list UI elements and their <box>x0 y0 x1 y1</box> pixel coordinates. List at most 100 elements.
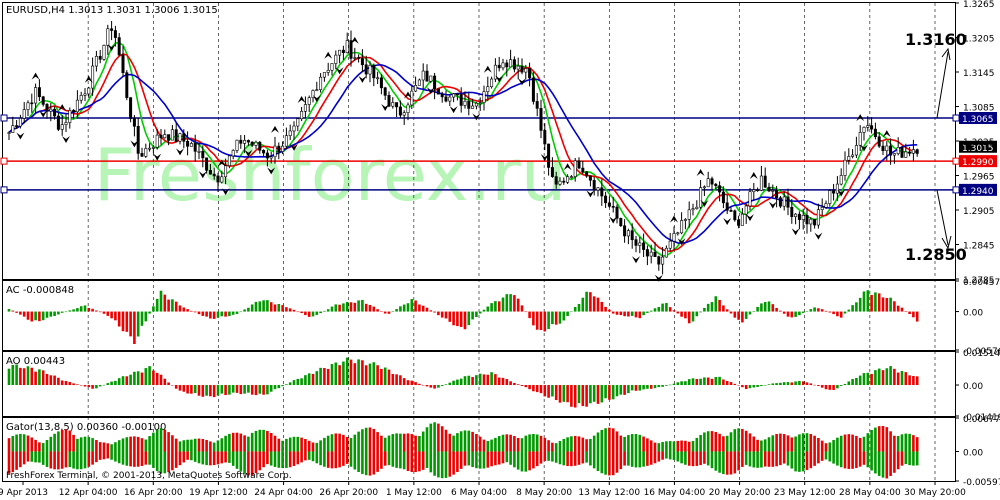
gator-lower-bar <box>619 451 623 470</box>
gator-upper-bar <box>604 428 607 452</box>
histogram-bar <box>216 385 220 396</box>
gator-upper-bar <box>228 433 231 452</box>
histogram-bar <box>501 297 505 312</box>
gator-lower-bar <box>763 451 767 467</box>
histogram-bar <box>231 311 235 315</box>
histogram-bar <box>72 383 75 386</box>
gator-lower-bar <box>581 451 585 464</box>
fractal-down <box>176 148 184 156</box>
level-tag <box>959 112 997 124</box>
candle-body <box>440 93 444 98</box>
gator-lower-bar <box>64 451 68 468</box>
histogram-bar <box>748 311 752 315</box>
gator-lower-bar <box>851 451 854 469</box>
gator-lower-bar <box>505 451 509 463</box>
candle-body <box>284 135 288 147</box>
histogram-bar <box>494 374 497 386</box>
gator-lower-bar <box>733 451 737 474</box>
gator-lower-bar <box>744 451 748 465</box>
fractal-down <box>130 140 139 148</box>
histogram-bar <box>361 299 364 312</box>
candle-body <box>615 206 619 219</box>
histogram-bar <box>824 310 828 312</box>
histogram-bar <box>110 311 113 319</box>
gator-lower-bar <box>558 451 562 465</box>
gator-upper-bar <box>315 442 319 452</box>
gator-lower-bar <box>102 451 106 460</box>
histogram-bar <box>691 311 695 322</box>
histogram-bar <box>478 373 482 386</box>
candle-body <box>870 125 874 130</box>
histogram-bar <box>152 306 155 312</box>
fractal-down <box>290 143 298 151</box>
gator-lower-bar <box>691 451 695 467</box>
candle-body <box>877 136 881 147</box>
gator-upper-bar <box>452 435 455 452</box>
histogram-bar <box>779 310 782 312</box>
gator-lower-bar <box>885 451 889 479</box>
histogram-bar <box>102 311 106 314</box>
candle-body <box>364 64 368 75</box>
histogram-bar <box>395 309 398 312</box>
gator-upper-bar <box>691 440 695 452</box>
candle-body <box>486 86 490 92</box>
histogram-bar <box>870 294 873 312</box>
candle-body <box>15 125 19 127</box>
histogram-bar <box>828 311 832 313</box>
histogram-bar <box>140 311 144 326</box>
histogram-bar <box>722 305 725 312</box>
gator-upper-bar <box>444 429 448 452</box>
histogram-bar <box>22 368 26 386</box>
time-tick-label: 8 May 20:00 <box>516 488 572 498</box>
histogram-bar <box>406 303 410 312</box>
fractal-up <box>882 130 891 138</box>
candle-body <box>319 76 323 90</box>
histogram-bar <box>539 385 543 394</box>
candle-body <box>740 213 744 226</box>
gator-upper-bar <box>57 431 60 452</box>
gator-lower-bar <box>737 451 740 471</box>
gator-lower-bar <box>410 451 414 472</box>
gator-lower-bar <box>178 451 182 466</box>
gator-upper-bar <box>114 442 117 452</box>
histogram-bar <box>133 311 136 345</box>
gator-lower-bar <box>832 451 835 464</box>
histogram-bar <box>250 385 254 395</box>
histogram-bar <box>619 385 623 395</box>
histogram-bar <box>562 311 566 321</box>
histogram-bar <box>874 292 877 312</box>
gator-upper-bar <box>520 438 524 452</box>
gator-lower-bar <box>657 451 661 462</box>
histogram-bar <box>589 385 592 404</box>
histogram-bar <box>653 308 657 312</box>
candle-body <box>452 93 456 98</box>
histogram-bar <box>813 384 816 386</box>
histogram-bar <box>695 311 699 317</box>
fractal-down <box>449 106 458 114</box>
histogram-bar <box>870 373 873 386</box>
vertical-grid <box>87 3 936 481</box>
gator-upper-bar <box>414 435 417 452</box>
histogram-bar <box>866 372 870 386</box>
histogram-bar <box>718 376 721 386</box>
histogram-bar <box>592 296 596 312</box>
gator-upper-bar <box>425 427 429 452</box>
gator-lower-bar <box>608 451 611 476</box>
candle-body <box>391 102 395 107</box>
histogram-bar <box>418 304 421 312</box>
gator-upper-bar <box>326 435 330 452</box>
histogram-bar <box>231 385 235 393</box>
gator-lower-bar <box>801 451 805 472</box>
fractal-down <box>860 144 868 152</box>
histogram-bar <box>133 371 136 386</box>
gator-lower-bar <box>387 451 391 466</box>
time-tick-label: 26 Apr 20:00 <box>319 488 378 498</box>
gator-lower-bar <box>349 451 353 467</box>
candle-body <box>182 133 186 142</box>
candle-body <box>607 202 611 207</box>
gator-lower-bar <box>277 451 281 468</box>
histogram-bar <box>782 311 786 314</box>
gator-lower-bar <box>79 451 83 470</box>
candle-body <box>178 133 182 142</box>
gator-lower-bar <box>444 451 448 478</box>
